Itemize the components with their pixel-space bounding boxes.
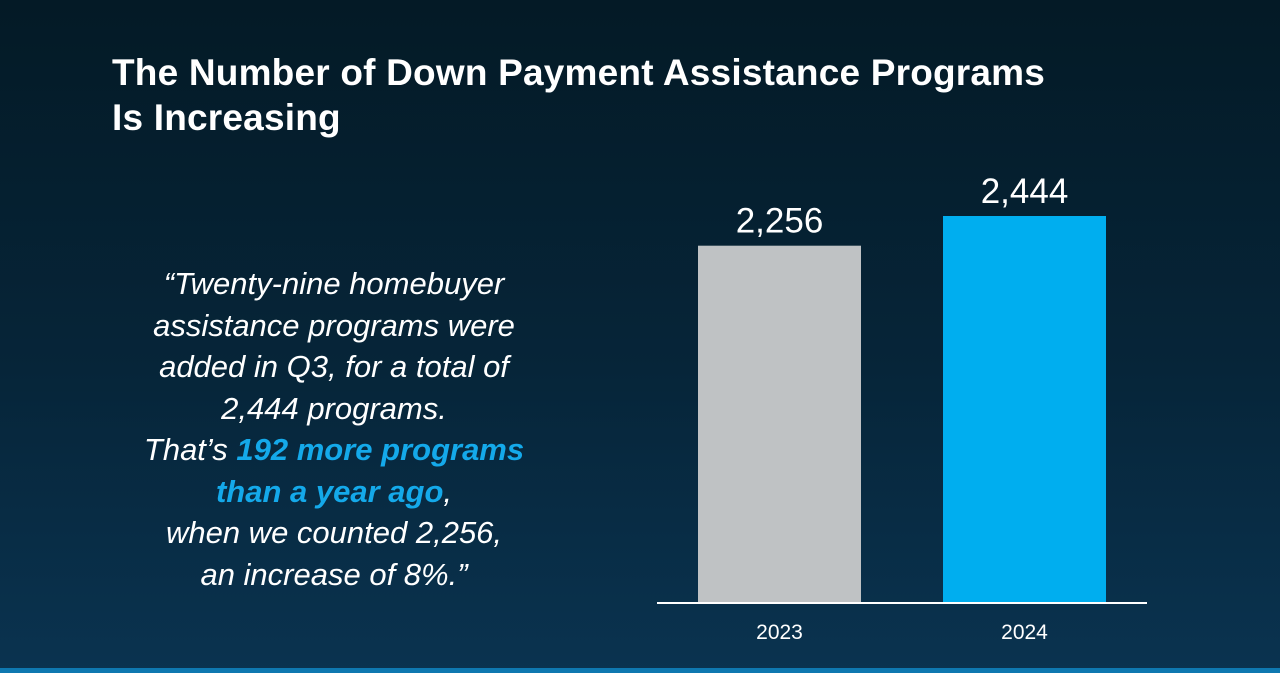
bottom-stripe <box>0 668 1280 673</box>
quote-line-5-prefix: That’s <box>143 432 237 467</box>
bar-2023 <box>698 245 861 602</box>
quote-line-8: an increase of 8%.” <box>200 556 468 592</box>
quote-line-3: added in Q3, for a total of <box>159 349 509 384</box>
quote-line-7: when we counted 2,256, <box>165 515 503 550</box>
quote-highlight-2: than a year ago <box>215 473 444 509</box>
quote-line-5: That’s 192 more programs <box>100 429 568 471</box>
quote-line-6: than a year ago, <box>100 471 568 513</box>
quote-line-6-suffix: , <box>443 473 453 509</box>
slide-title-line-2: Is Increasing <box>112 97 341 138</box>
quote-line-4: 2,444 programs. <box>221 390 447 426</box>
quote-line-1: “Twenty-nine homebuyer <box>163 266 505 301</box>
data-label-2024: 2,444 <box>981 172 1069 211</box>
quote-block: “Twenty-nine homebuyer assistance progra… <box>100 263 568 595</box>
x-tick-label-2024: 2024 <box>1001 621 1048 644</box>
bar-2024 <box>943 216 1106 602</box>
slide-title-line-1: The Number of Down Payment Assistance Pr… <box>112 52 1046 93</box>
slide-title: The Number of Down Payment Assistance Pr… <box>112 50 1152 140</box>
quote-line-2: assistance programs were <box>153 307 515 343</box>
data-label-2023: 2,256 <box>736 202 824 241</box>
quote-highlight-1: 192 more programs <box>236 432 525 467</box>
x-tick-label-2023: 2023 <box>756 621 803 644</box>
